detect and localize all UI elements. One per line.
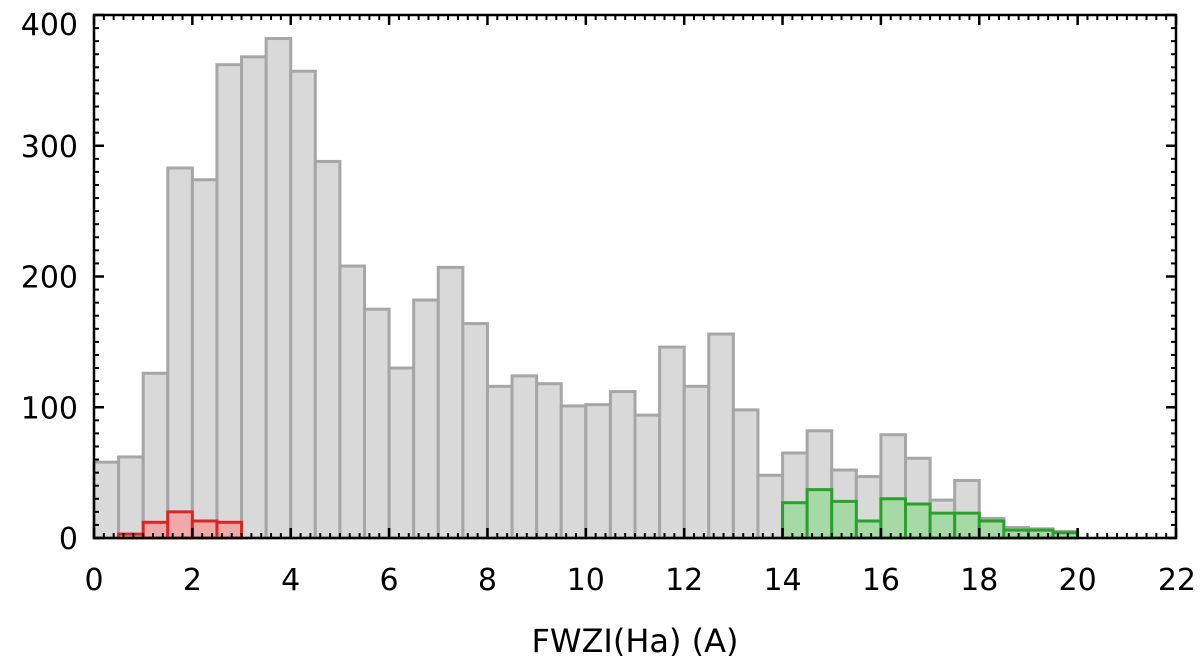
x-tick-label: 16 <box>862 563 900 598</box>
bar-series-0-bin-6 <box>240 55 268 540</box>
plot-frame <box>92 13 1178 540</box>
x-tick-label: 20 <box>1059 563 1097 598</box>
bar-series-2-bin-5 <box>904 502 932 540</box>
bar-series-0-bin-19 <box>559 404 588 540</box>
bar-series-0-bin-15 <box>461 322 489 540</box>
bar-series-1-bin-1 <box>141 520 170 540</box>
bar-series-2-bin-0 <box>781 501 809 540</box>
y-tick-label: 200 <box>21 261 78 296</box>
bar-series-0-bin-1 <box>117 455 145 540</box>
bar-series-2-bin-2 <box>830 499 858 540</box>
y-tick-label: 100 <box>21 391 78 426</box>
x-tick-label: 12 <box>665 563 703 598</box>
x-tick-label: 18 <box>960 563 998 598</box>
bar-series-0-bin-24 <box>682 384 711 540</box>
x-axis-label: FWZI(Ha) (A) <box>531 622 738 660</box>
bar-series-0-bin-26 <box>731 408 760 540</box>
bar-series-0-bin-7 <box>264 37 293 540</box>
bar-series-2-bin-1 <box>805 488 834 540</box>
bar-series-2-bin-8 <box>977 519 1006 540</box>
x-tick-label: 10 <box>567 563 605 598</box>
bar-series-0-bin-2 <box>141 371 170 540</box>
bar-series-0-bin-22 <box>633 413 662 540</box>
bar-series-0-bin-9 <box>313 159 342 540</box>
bar-series-0-bin-25 <box>707 332 735 540</box>
x-tick-label: 4 <box>281 563 300 598</box>
bar-series-0-bin-17 <box>510 374 539 540</box>
bar-series-0-bin-21 <box>608 390 637 540</box>
y-tick-label: 300 <box>21 130 78 165</box>
bar-series-0-bin-12 <box>387 366 416 540</box>
bar-series-0-bin-18 <box>535 382 563 540</box>
bar-series-2-bin-4 <box>879 497 908 540</box>
x-tick-label: 2 <box>183 563 202 598</box>
x-tick-label: 22 <box>1158 563 1196 598</box>
bars-layer <box>92 37 1080 540</box>
bar-series-1-bin-3 <box>190 519 219 540</box>
bar-series-0-bin-3 <box>166 166 194 540</box>
y-tick-labels: 0 100 200 300 400 <box>21 8 78 557</box>
bar-series-0-bin-5 <box>215 63 244 540</box>
bar-series-1-bin-2 <box>166 510 194 540</box>
y-tick-label: 400 <box>21 8 78 43</box>
bar-series-0-bin-8 <box>289 69 317 540</box>
bar-series-0-bin-16 <box>485 384 514 540</box>
x-tick-label: 0 <box>84 563 103 598</box>
x-tick-labels: 0 2 4 6 8 10 12 14 16 18 20 22 <box>84 563 1196 598</box>
bar-series-0-bin-14 <box>436 265 465 540</box>
y-tick-label: 0 <box>59 522 78 557</box>
bar-series-0-bin-23 <box>658 345 686 540</box>
bar-series-2-bin-7 <box>953 511 981 540</box>
bar-series-0-bin-4 <box>190 178 219 540</box>
x-tick-label: 14 <box>763 563 801 598</box>
x-tick-label: 8 <box>478 563 497 598</box>
bar-series-0-bin-11 <box>363 307 391 540</box>
bar-series-2-bin-6 <box>928 511 957 540</box>
bar-series-2-bin-3 <box>854 519 883 540</box>
bar-series-0-bin-27 <box>756 473 785 540</box>
bar-series-0-bin-10 <box>338 264 366 540</box>
bar-series-0-bin-13 <box>412 298 440 540</box>
bar-series-1-bin-4 <box>215 520 244 540</box>
x-tick-label: 6 <box>380 563 399 598</box>
bar-series-0-bin-20 <box>584 403 612 540</box>
